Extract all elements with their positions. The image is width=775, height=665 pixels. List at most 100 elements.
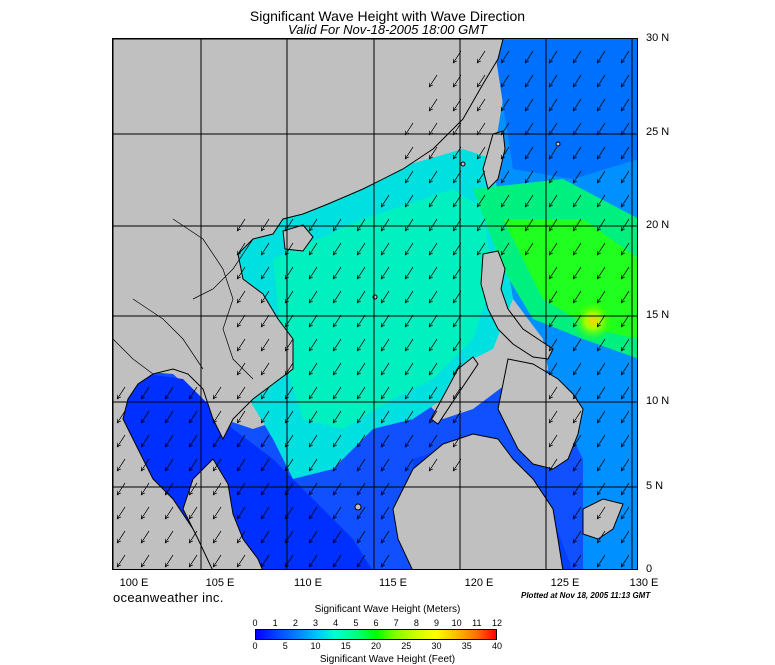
wave-arrow (596, 458, 606, 472)
wave-arrow (380, 266, 390, 280)
wave-arrow (236, 458, 246, 472)
wave-arrow (452, 98, 462, 112)
wave-arrow (452, 122, 462, 136)
legend-feet-title: Significant Wave Height (Feet) (319, 654, 456, 665)
wave-arrow (164, 458, 174, 472)
wave-arrow (164, 506, 174, 520)
legend-meters-tick: 3 (312, 618, 318, 628)
wave-arrow (476, 194, 486, 208)
wave-arrow (284, 434, 294, 448)
wave-arrow (428, 242, 438, 256)
legend-feet-tick: 30 (431, 641, 442, 651)
wave-arrow (620, 410, 630, 424)
wave-arrow (428, 122, 438, 136)
wave-arrow (308, 290, 318, 304)
wave-arrow (452, 362, 462, 376)
wave-arrow (332, 554, 342, 568)
wave-arrow (476, 242, 486, 256)
wave-arrow (572, 242, 582, 256)
wave-arrow (284, 506, 294, 520)
wave-arrow (260, 410, 270, 424)
wave-arrow (164, 386, 174, 400)
wave-arrow (140, 530, 150, 544)
wave-arrow (284, 458, 294, 472)
wave-arrow (332, 434, 342, 448)
lon-label-120e: 120 E (464, 577, 494, 589)
wave-arrow (356, 338, 366, 352)
wave-arrow (236, 266, 246, 280)
wave-arrow (380, 290, 390, 304)
wave-arrow (164, 482, 174, 496)
wave-arrow (332, 410, 342, 424)
wave-arrow (116, 554, 126, 568)
wave-arrow (404, 122, 414, 136)
wave-arrow (140, 410, 150, 424)
wave-arrow (596, 242, 606, 256)
wave-arrow (452, 386, 462, 400)
wave-arrow (452, 194, 462, 208)
wave-arrow (620, 314, 630, 328)
wave-arrow (548, 146, 558, 160)
wave-arrow (236, 530, 246, 544)
wave-arrow (212, 482, 222, 496)
wave-arrow (308, 218, 318, 232)
legend-feet-tick: 0 (252, 641, 258, 651)
wave-arrow (572, 50, 582, 64)
wave-arrow (452, 314, 462, 328)
wave-arrow (452, 74, 462, 88)
wave-arrow (188, 506, 198, 520)
wave-arrow (428, 410, 438, 424)
wave-arrow (548, 218, 558, 232)
wave-arrow (620, 434, 630, 448)
wave-arrow (260, 386, 270, 400)
wave-arrow (212, 410, 222, 424)
legend-meters-tick: 5 (353, 618, 359, 628)
legend-feet-tick: 5 (282, 641, 288, 651)
wave-arrow (548, 122, 558, 136)
wave-arrow (524, 146, 534, 160)
legend-feet-tick: 40 (491, 641, 502, 651)
wave-arrow (236, 314, 246, 328)
wave-arrow (188, 530, 198, 544)
wave-arrow (260, 506, 270, 520)
wave-arrow (236, 290, 246, 304)
map-subtitle: Valid For Nov-18-2005 18:00 GMT (288, 22, 487, 37)
wave-arrow (524, 50, 534, 64)
wave-arrow (260, 314, 270, 328)
wave-arrow (116, 434, 126, 448)
brand-logo-text: oceanweather inc. (113, 590, 224, 605)
wave-arrow (140, 554, 150, 568)
wave-arrow (308, 434, 318, 448)
wave-arrow (428, 434, 438, 448)
wave-arrow (236, 242, 246, 256)
wave-arrow (404, 170, 414, 184)
wave-arrow (332, 338, 342, 352)
wave-arrow (380, 194, 390, 208)
wave-arrow (404, 242, 414, 256)
wave-arrow (428, 266, 438, 280)
wave-arrow (380, 314, 390, 328)
wave-arrow (524, 170, 534, 184)
wave-arrow (332, 290, 342, 304)
legend-feet-tick: 20 (370, 641, 381, 651)
wave-arrow (452, 170, 462, 184)
wave-arrow (428, 314, 438, 328)
wave-arrow (452, 434, 462, 448)
wave-arrow (332, 386, 342, 400)
wave-arrow (404, 338, 414, 352)
wave-arrow (164, 410, 174, 424)
wave-arrow (116, 458, 126, 472)
wave-arrow (332, 314, 342, 328)
wave-arrow (596, 530, 606, 544)
wave-arrow (404, 410, 414, 424)
wave-arrow (596, 386, 606, 400)
wave-arrow (452, 290, 462, 304)
wave-arrow (380, 386, 390, 400)
wave-arrow (140, 458, 150, 472)
wave-arrow (236, 410, 246, 424)
wave-arrow (428, 98, 438, 112)
wave-arrow (356, 266, 366, 280)
wave-arrow (572, 122, 582, 136)
wave-arrow (284, 554, 294, 568)
wave-arrow (572, 290, 582, 304)
